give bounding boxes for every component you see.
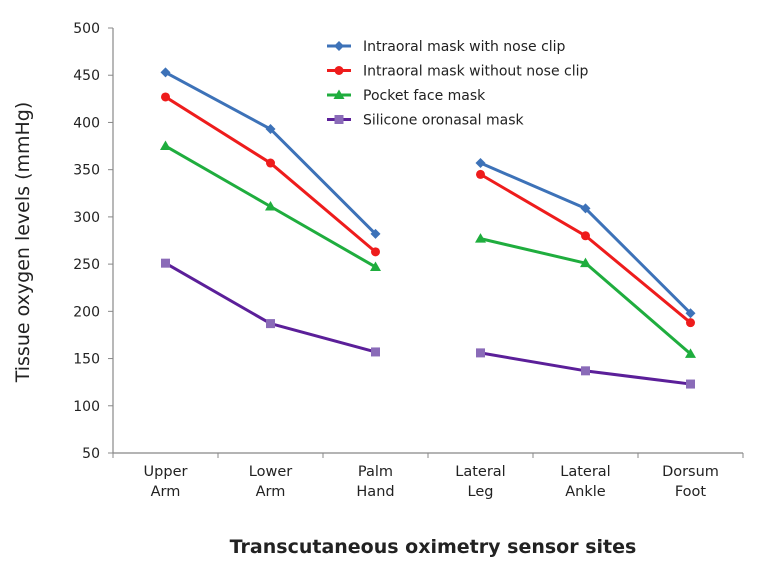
y-tick-label: 450 (73, 68, 100, 84)
data-point (686, 379, 695, 389)
data-point (370, 261, 381, 271)
data-point (476, 348, 485, 358)
legend-marker (334, 66, 344, 75)
series-2 (161, 92, 695, 328)
legend-label: Silicone oronasal mask (363, 113, 525, 129)
axes (108, 27, 744, 458)
data-point (371, 347, 380, 357)
data-point (370, 228, 381, 239)
legend-label: Pocket face mask (363, 88, 486, 104)
data-point (266, 319, 275, 329)
y-tick-label: 200 (73, 304, 100, 320)
data-point (265, 201, 276, 211)
data-point (371, 247, 380, 257)
legend-label: Intraoral mask with nose clip (363, 39, 566, 55)
series-lines (160, 67, 696, 389)
x-tick-label: Ankle (565, 484, 606, 500)
x-tick-label: Arm (151, 484, 181, 500)
legend-marker (334, 41, 344, 51)
y-tick-label: 400 (73, 115, 100, 131)
data-point (160, 140, 171, 151)
legend-item: Pocket face mask (327, 88, 486, 104)
x-tick-label: Lateral (560, 464, 610, 480)
x-tick-label: Upper (144, 464, 188, 480)
data-point (475, 233, 486, 243)
y-tick-label: 300 (73, 210, 100, 226)
x-tick-label: Lateral (455, 464, 505, 480)
data-point (581, 231, 590, 241)
y-tick-label: 350 (73, 163, 100, 179)
x-axis-label: Transcutaneous oximetry sensor sites (230, 536, 637, 558)
data-point (160, 67, 171, 78)
series-1 (160, 67, 696, 319)
legend: Intraoral mask with nose clip Intraoral m… (327, 39, 588, 129)
data-point (580, 257, 591, 268)
x-tick-label: Hand (356, 484, 394, 500)
x-tick-label: Palm (358, 464, 393, 480)
x-tick-label: Arm (256, 484, 286, 500)
data-point (161, 92, 170, 102)
y-tick-labels: 50 100 150 200 250 300 350 400 450 500 (73, 21, 100, 462)
legend-item: Silicone oronasal mask (327, 113, 525, 129)
data-point (685, 348, 696, 358)
data-point (475, 158, 486, 169)
x-tick-label: Dorsum (662, 464, 719, 480)
legend-marker (333, 89, 345, 99)
data-point (476, 169, 485, 179)
y-tick-label: 500 (73, 21, 100, 37)
data-point (581, 366, 590, 376)
legend-label: Intraoral mask without nose clip (363, 64, 588, 80)
y-axis-label: Tissue oxygen levels (mmHg) (12, 102, 34, 384)
y-tick-label: 100 (73, 399, 100, 415)
series-3 (160, 140, 696, 358)
x-tick-label: Foot (675, 484, 707, 500)
y-tick-label: 150 (73, 352, 100, 368)
data-point (685, 308, 696, 319)
legend-item: Intraoral mask without nose clip (327, 64, 588, 80)
x-tick-labels: Upper Arm Lower Arm Palm Hand Lateral Leg Latera… (144, 464, 719, 500)
series-line-segment (164, 261, 376, 354)
series-line-segment (479, 173, 692, 324)
y-tick-label: 50 (82, 446, 100, 462)
data-point (161, 258, 170, 268)
x-tick-label: Lower (249, 464, 292, 480)
x-tick-label: Leg (468, 484, 494, 500)
data-point (686, 318, 695, 328)
data-point (580, 203, 591, 214)
series-4 (161, 258, 695, 389)
data-point (266, 158, 275, 168)
y-tick-label: 250 (73, 257, 100, 273)
legend-item: Intraoral mask with nose clip (327, 39, 566, 55)
legend-marker (334, 115, 344, 124)
data-point (265, 124, 276, 135)
